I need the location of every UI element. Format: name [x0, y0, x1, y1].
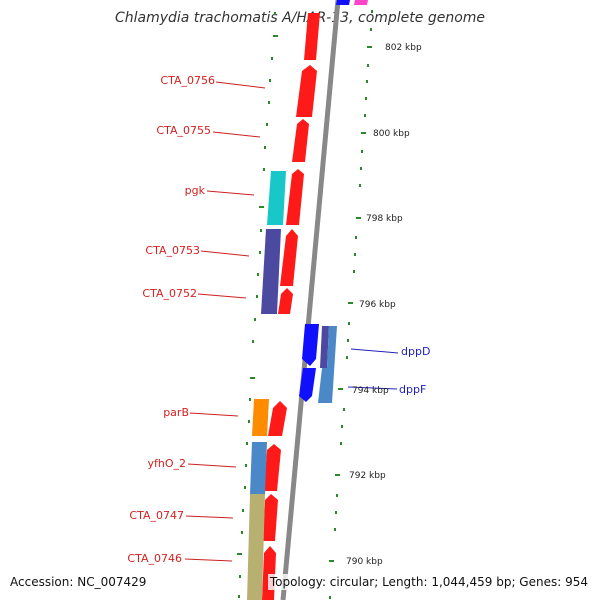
cta0753-gene[interactable]: [261, 229, 281, 314]
dppd-gene[interactable]: [299, 368, 316, 402]
gene-label[interactable]: CTA_0752: [142, 287, 197, 300]
bp-label: 794 kbp: [352, 386, 389, 396]
forward-gene[interactable]: [292, 119, 309, 162]
forward-gene[interactable]: [286, 169, 304, 225]
gene-label[interactable]: dppF: [399, 383, 426, 396]
genome-title: Chlamydia trachomatis A/HAR-13, complete…: [114, 10, 486, 26]
yfho2-gene[interactable]: [250, 442, 267, 494]
forward-gene[interactable]: [268, 401, 287, 436]
forward-gene[interactable]: [280, 229, 298, 286]
gene-labels-left: CTA_0756 CTA_0755 pgk CTA_0753 CTA_0752 …: [127, 74, 215, 565]
bp-label: 798 kbp: [366, 214, 403, 224]
bp-labels: 802 kbp 800 kbp 798 kbp 796 kbp 794 kbp …: [346, 43, 422, 567]
forward-genes: [262, 13, 320, 600]
genome-backbone: [280, 0, 341, 600]
gene-label[interactable]: CTA_0756: [160, 74, 215, 87]
bp-label: 800 kbp: [373, 129, 410, 139]
gene-label[interactable]: pgk: [185, 184, 206, 197]
forward-gene[interactable]: [264, 444, 281, 491]
gene-label[interactable]: CTA_0755: [156, 124, 211, 137]
dppf-gene[interactable]: [318, 326, 337, 403]
forward-gene[interactable]: [304, 13, 320, 60]
bp-label: 796 kbp: [359, 300, 396, 310]
gene-label[interactable]: CTA_0753: [145, 244, 200, 257]
gene-label[interactable]: yfhO_2: [147, 457, 186, 470]
gene-label[interactable]: dppD: [401, 345, 430, 358]
bp-label: 802 kbp: [385, 43, 422, 53]
genome-summary: Topology: circular; Length: 1,044,459 bp…: [267, 574, 590, 590]
pgk-gene[interactable]: [267, 171, 286, 225]
bp-label: 792 kbp: [349, 471, 386, 481]
leader-lines-right: [347, 348, 399, 390]
gene-label[interactable]: CTA_0747: [129, 509, 184, 522]
forward-gene[interactable]: [296, 65, 317, 117]
bp-label: 790 kbp: [346, 557, 383, 567]
gene-labels-right: dppD dppF: [399, 345, 430, 396]
leader-lines: [184, 81, 266, 562]
accession-label: Accession: NC_007429: [8, 574, 149, 590]
reverse-gene-top[interactable]: [336, 0, 350, 5]
gene-label[interactable]: CTA_0746: [127, 552, 182, 565]
dppd-gene[interactable]: [302, 324, 319, 366]
inner-ticks: [237, 12, 278, 598]
magenta-gene-top[interactable]: [354, 0, 368, 5]
forward-gene[interactable]: [263, 494, 278, 541]
forward-gene[interactable]: [262, 546, 276, 600]
cta0747-gene[interactable]: [247, 494, 265, 600]
forward-gene[interactable]: [278, 288, 293, 314]
outer-ticks: [329, 10, 373, 599]
parb-gene[interactable]: [252, 399, 269, 436]
dppd-gene-2[interactable]: [320, 326, 329, 368]
gene-label[interactable]: parB: [163, 406, 189, 419]
